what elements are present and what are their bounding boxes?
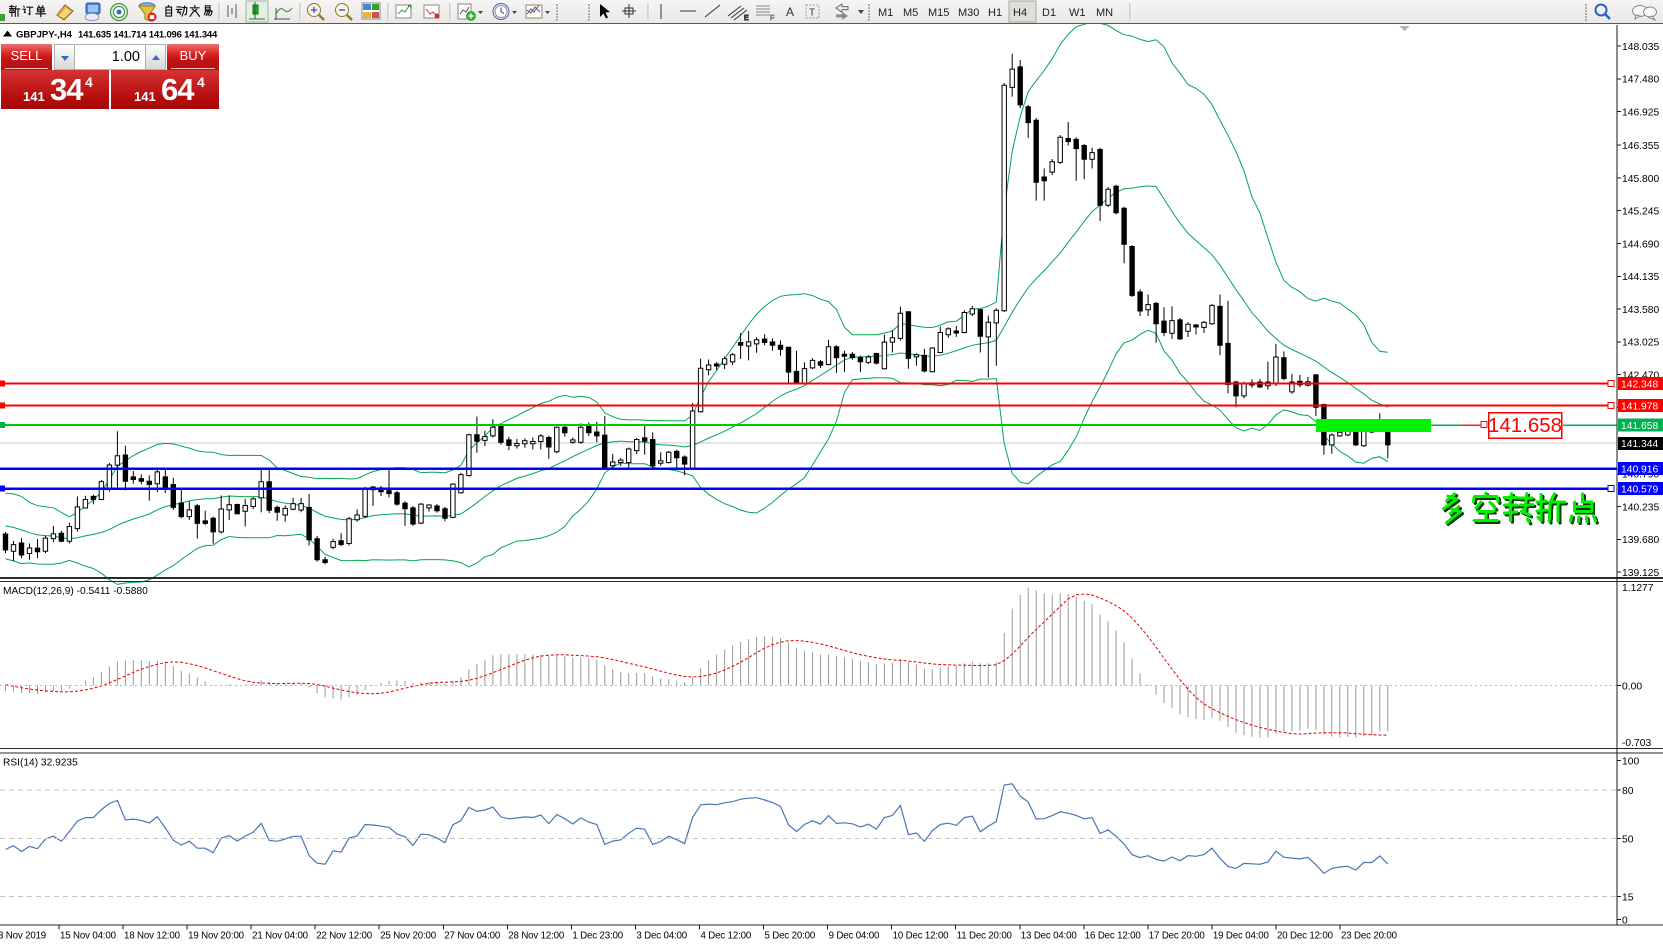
svg-text:W1: W1 xyxy=(1069,7,1086,19)
svg-text:13 Dec 04:00: 13 Dec 04:00 xyxy=(1021,931,1078,942)
svg-text:141.658: 141.658 xyxy=(1488,414,1562,437)
svg-text:RSI(14) 32.9235: RSI(14) 32.9235 xyxy=(3,758,78,769)
svg-text:140.579: 140.579 xyxy=(1621,484,1658,495)
svg-text:4 Dec 12:00: 4 Dec 12:00 xyxy=(701,931,752,942)
svg-text:19 Nov 20:00: 19 Nov 20:00 xyxy=(188,931,245,942)
svg-text:H1: H1 xyxy=(988,7,1002,19)
svg-text:M15: M15 xyxy=(928,7,949,19)
svg-text:147.480: 147.480 xyxy=(1622,75,1659,86)
svg-text:140.235: 140.235 xyxy=(1622,502,1659,513)
svg-text:MACD(12,26,9) -0.5411 -0.5880: MACD(12,26,9) -0.5411 -0.5880 xyxy=(3,586,148,597)
svg-text:100: 100 xyxy=(1622,756,1639,767)
svg-text:0: 0 xyxy=(1622,915,1628,926)
svg-text:140.916: 140.916 xyxy=(1621,464,1658,475)
svg-text:3 Nov 2019: 3 Nov 2019 xyxy=(0,931,46,942)
svg-text:143.025: 143.025 xyxy=(1622,338,1659,349)
svg-text:15 Nov 04:00: 15 Nov 04:00 xyxy=(60,931,117,942)
svg-text:142.470: 142.470 xyxy=(1622,370,1659,381)
svg-text:141.344: 141.344 xyxy=(1621,439,1658,450)
svg-text:11 Dec 20:00: 11 Dec 20:00 xyxy=(957,931,1013,942)
svg-text:M30: M30 xyxy=(958,7,979,19)
svg-text:80: 80 xyxy=(1622,786,1634,797)
svg-text:146.355: 146.355 xyxy=(1622,141,1659,152)
svg-text:146.925: 146.925 xyxy=(1622,107,1659,118)
svg-text:H4: H4 xyxy=(1013,7,1027,19)
svg-text:10 Dec 12:00: 10 Dec 12:00 xyxy=(893,931,950,942)
svg-text:140.790: 140.790 xyxy=(1622,470,1659,481)
svg-text:50: 50 xyxy=(1622,834,1634,845)
svg-text:20 Dec 12:00: 20 Dec 12:00 xyxy=(1277,931,1334,942)
svg-text:5 Dec 20:00: 5 Dec 20:00 xyxy=(765,931,816,942)
svg-text:142.348: 142.348 xyxy=(1621,379,1658,390)
svg-text:148.035: 148.035 xyxy=(1622,42,1659,53)
svg-text:D1: D1 xyxy=(1042,7,1056,19)
svg-text:21 Nov 04:00: 21 Nov 04:00 xyxy=(252,931,309,942)
svg-text:3 Dec 04:00: 3 Dec 04:00 xyxy=(636,931,687,942)
svg-text:1 Dec 23:00: 1 Dec 23:00 xyxy=(572,931,623,942)
svg-text:18 Nov 12:00: 18 Nov 12:00 xyxy=(124,931,181,942)
svg-text:145.245: 145.245 xyxy=(1622,207,1659,218)
svg-text:15: 15 xyxy=(1622,892,1634,903)
svg-text:144.135: 144.135 xyxy=(1622,272,1659,283)
svg-text:0.00: 0.00 xyxy=(1622,681,1642,692)
svg-text:9 Dec 04:00: 9 Dec 04:00 xyxy=(829,931,880,942)
svg-text:A: A xyxy=(786,5,794,19)
svg-text:F: F xyxy=(770,15,774,22)
svg-text:141.978: 141.978 xyxy=(1621,401,1658,412)
svg-text:GBPJPY-,H4: GBPJPY-,H4 xyxy=(16,30,73,41)
svg-text:-0.703: -0.703 xyxy=(1622,738,1651,749)
svg-text:141.658: 141.658 xyxy=(1621,421,1658,432)
svg-text:1.1277: 1.1277 xyxy=(1622,583,1654,594)
svg-text:19 Dec 04:00: 19 Dec 04:00 xyxy=(1213,931,1270,942)
svg-text:E: E xyxy=(744,15,749,22)
svg-text:22 Nov 12:00: 22 Nov 12:00 xyxy=(316,931,373,942)
svg-text:M1: M1 xyxy=(878,7,893,19)
svg-text:23 Dec 20:00: 23 Dec 20:00 xyxy=(1341,931,1398,942)
svg-text:139.125: 139.125 xyxy=(1622,568,1659,579)
svg-text:M5: M5 xyxy=(903,7,918,19)
svg-text:27 Nov 04:00: 27 Nov 04:00 xyxy=(444,931,501,942)
svg-text:144.690: 144.690 xyxy=(1622,239,1659,250)
svg-text:17 Dec 20:00: 17 Dec 20:00 xyxy=(1149,931,1206,942)
svg-text:139.680: 139.680 xyxy=(1622,535,1659,546)
svg-text:16 Dec 12:00: 16 Dec 12:00 xyxy=(1085,931,1142,942)
svg-text:141.635 141.714 141.096 141.34: 141.635 141.714 141.096 141.344 xyxy=(78,30,218,41)
svg-text:MN: MN xyxy=(1096,7,1113,19)
svg-text:143.580: 143.580 xyxy=(1622,305,1659,316)
svg-text:T: T xyxy=(809,8,815,19)
svg-text:145.800: 145.800 xyxy=(1622,174,1659,185)
svg-text:28 Nov 12:00: 28 Nov 12:00 xyxy=(508,931,565,942)
svg-text:25 Nov 20:00: 25 Nov 20:00 xyxy=(380,931,437,942)
